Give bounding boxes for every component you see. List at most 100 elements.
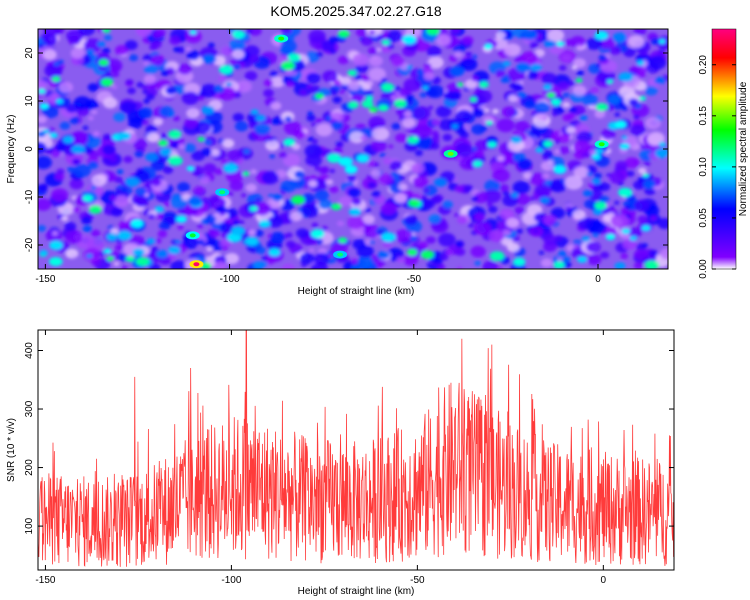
heatmap-cell: [227, 149, 242, 162]
heatmap-cell: [62, 136, 74, 144]
heatmap-cell: [58, 81, 74, 93]
heatmap-cell: [336, 141, 344, 148]
heatmap-cell: [428, 214, 441, 224]
heatmap-cell: [109, 156, 117, 163]
heatmap-cell: [443, 91, 456, 101]
heatmap-cell: [219, 239, 232, 249]
heatmap-cell: [115, 45, 129, 56]
heatmap-cell: [472, 107, 485, 118]
heatmap-cell: [42, 49, 57, 60]
heatmap-cell: [280, 29, 292, 35]
heatmap-cell: [121, 265, 128, 269]
heatmap-cell: [42, 33, 58, 46]
heatmap-cell: [177, 224, 184, 230]
heatmap-cell: [633, 29, 647, 36]
heatmap-cell: [162, 166, 174, 174]
heatmap-cell: [362, 214, 375, 225]
heatmap-cell: [81, 216, 92, 225]
heatmap-cell: [38, 184, 48, 192]
heatmap-cell: [309, 85, 321, 94]
heatmap-cell: [423, 199, 436, 209]
heatmap-cell: [143, 74, 156, 84]
heatmap-cell: [258, 220, 271, 228]
heatmap-cell: [435, 105, 452, 118]
heatmap-cell: [553, 261, 565, 269]
heatmap-cell: [495, 69, 506, 78]
heatmap-cell: [403, 111, 413, 118]
heatmap-cell: [269, 154, 276, 159]
heatmap-cell: [168, 112, 175, 117]
heatmap-cell: [612, 32, 628, 43]
heatmap-cell: [239, 220, 245, 225]
heatmap-cell: [170, 260, 188, 269]
heatmap-cell: [454, 213, 460, 218]
heatmap-cell: [280, 180, 297, 193]
heatmap-cell: [197, 223, 204, 229]
heatmap-cell: [206, 246, 213, 252]
heatmap-cell: [446, 82, 461, 94]
heatmap-cell: [406, 65, 413, 69]
heatmap-cell: [150, 54, 165, 66]
heatmap-cell: [396, 256, 405, 264]
heatmap-cell: [113, 195, 129, 208]
heatmap-cell: [648, 55, 667, 70]
heatmap-cell: [517, 158, 532, 171]
heatmap-cell: [38, 141, 47, 154]
heatmap-cell: [176, 215, 187, 223]
heatmap-cell: [590, 86, 599, 94]
heatmap-cell: [219, 211, 226, 216]
heatmap-cell: [371, 140, 387, 153]
heatmap-cell: [654, 148, 668, 159]
heatmap-cell: [87, 161, 99, 170]
heatmap-cell: [306, 72, 321, 84]
heatmap-cell: [134, 150, 144, 158]
heatmap-cell: [222, 138, 235, 149]
heatmap-cell: [365, 95, 374, 101]
heatmap-cell: [556, 41, 565, 47]
heatmap-cell: [177, 182, 190, 193]
heatmap-cell: [310, 122, 317, 127]
heatmap-cell: [618, 187, 633, 198]
y-tick-label: 10: [24, 95, 35, 107]
heatmap-cell: [267, 216, 283, 228]
heatmap-cell: [38, 79, 48, 90]
heatmap-cell: [514, 206, 525, 215]
heatmap-cell: [391, 123, 401, 130]
heatmap-cell: [310, 229, 325, 239]
heatmap-cell: [82, 225, 93, 233]
heatmap-cell: [313, 252, 330, 266]
y-tick-label: 300: [24, 400, 35, 417]
heatmap-cell: [360, 36, 373, 46]
heatmap-cell: [630, 124, 646, 137]
heatmap-cell: [557, 81, 569, 91]
heatmap-cell: [155, 212, 164, 220]
heatmap-cell: [337, 29, 350, 38]
heatmap-cell: [369, 240, 375, 245]
heatmap-cell: [530, 63, 542, 72]
heatmap-cell: [172, 115, 180, 122]
heatmap-cell: [163, 202, 170, 207]
heatmap-cell: [508, 94, 518, 103]
heatmap-cell: [658, 39, 666, 44]
heatmap-cell: [182, 236, 199, 249]
heatmap-cell: [347, 175, 357, 183]
heatmap-cell: [463, 184, 474, 192]
heatmap-cell: [49, 240, 63, 250]
heatmap-cell: [51, 76, 61, 82]
heatmap-cell: [255, 197, 261, 202]
heatmap-cell: [422, 85, 429, 91]
heatmap-cell: [91, 109, 98, 115]
heatmap-cell: [232, 49, 245, 60]
heatmap-cell: [83, 38, 102, 53]
heatmap-cell: [401, 117, 416, 129]
heatmap-cell: [120, 180, 126, 185]
heatmap-cell: [411, 163, 425, 174]
heatmap-cell: [145, 124, 158, 134]
heatmap-cell: [488, 229, 505, 243]
heatmap-cell: [185, 46, 192, 52]
heatmap-cell: [657, 218, 668, 229]
heatmap-cell: [517, 92, 526, 99]
heatmap-peak: [219, 190, 226, 195]
heatmap-cell: [308, 29, 326, 44]
heatmap-cell: [184, 118, 198, 129]
